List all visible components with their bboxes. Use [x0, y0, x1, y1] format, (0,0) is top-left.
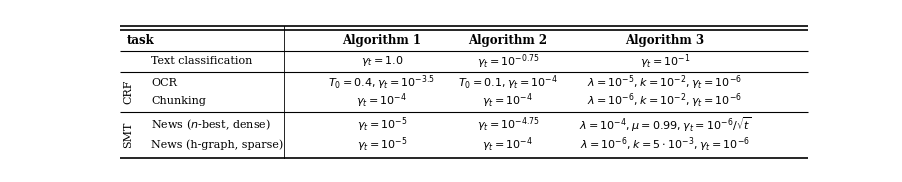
- Text: $\lambda = 10^{-6}, k = 10^{-2}, \gamma_t = 10^{-6}$: $\lambda = 10^{-6}, k = 10^{-2}, \gamma_…: [587, 92, 742, 110]
- Text: News ($n$-best, dense): News ($n$-best, dense): [152, 118, 272, 132]
- Text: $\gamma_t = 1.0$: $\gamma_t = 1.0$: [361, 54, 403, 68]
- Text: $\gamma_t = 10^{-5}$: $\gamma_t = 10^{-5}$: [356, 136, 407, 154]
- Text: Text classification: Text classification: [152, 56, 253, 66]
- Text: OCR: OCR: [152, 78, 177, 88]
- Text: Algorithm 2: Algorithm 2: [468, 34, 548, 47]
- Text: $\gamma_t = 10^{-4}$: $\gamma_t = 10^{-4}$: [483, 92, 533, 110]
- Text: $\lambda = 10^{-5}, k = 10^{-2}, \gamma_t = 10^{-6}$: $\lambda = 10^{-5}, k = 10^{-2}, \gamma_…: [587, 74, 742, 92]
- Text: task: task: [126, 34, 154, 47]
- Text: News (h-graph, sparse): News (h-graph, sparse): [152, 140, 283, 150]
- Text: $T_0 = 0.1, \gamma_t = 10^{-4}$: $T_0 = 0.1, \gamma_t = 10^{-4}$: [457, 74, 557, 92]
- Text: $\gamma_t = 10^{-1}$: $\gamma_t = 10^{-1}$: [640, 52, 690, 71]
- Text: SMT: SMT: [124, 122, 133, 148]
- Text: $\gamma_t = 10^{-4}$: $\gamma_t = 10^{-4}$: [356, 92, 408, 110]
- Text: $\gamma_t = 10^{-4}$: $\gamma_t = 10^{-4}$: [483, 136, 533, 154]
- Text: $\gamma_t = 10^{-4.75}$: $\gamma_t = 10^{-4.75}$: [476, 116, 538, 134]
- Text: $\lambda = 10^{-4}, \mu = 0.99, \gamma_t = 10^{-6}/\sqrt{t}$: $\lambda = 10^{-4}, \mu = 0.99, \gamma_t…: [579, 116, 751, 134]
- Text: $\gamma_t = 10^{-0.75}$: $\gamma_t = 10^{-0.75}$: [476, 52, 538, 71]
- Text: Chunking: Chunking: [152, 96, 206, 106]
- Text: Algorithm 1: Algorithm 1: [343, 34, 421, 47]
- Text: $\lambda = 10^{-6}, k = 5 \cdot 10^{-3}, \gamma_t = 10^{-6}$: $\lambda = 10^{-6}, k = 5 \cdot 10^{-3},…: [580, 136, 750, 154]
- Text: CRF: CRF: [124, 80, 133, 104]
- Text: $\gamma_t = 10^{-5}$: $\gamma_t = 10^{-5}$: [356, 116, 407, 134]
- Text: $T_0 = 0.4, \gamma_t = 10^{-3.5}$: $T_0 = 0.4, \gamma_t = 10^{-3.5}$: [328, 74, 436, 92]
- Text: Algorithm 3: Algorithm 3: [625, 34, 704, 47]
